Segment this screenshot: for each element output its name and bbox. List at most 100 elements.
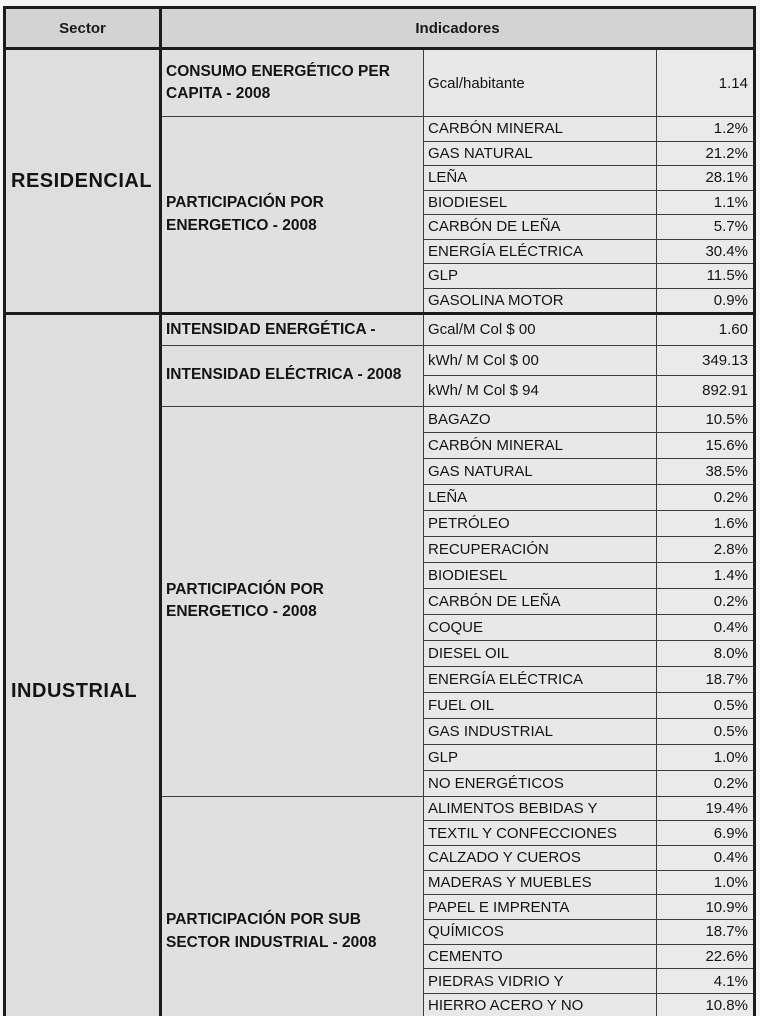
indicator-name-cell: GAS INDUSTRIAL <box>423 717 657 745</box>
indicator-name-cell: ENERGÍA ELÉCTRICA <box>423 238 657 264</box>
indicator-name-cell: RECUPERACIÓN <box>423 535 657 563</box>
indicator-name-cell: BAGAZO <box>423 405 657 433</box>
table-row: PARTICIPACIÓN POR SUB SECTOR INDUSTRIAL … <box>5 795 755 1016</box>
table-row: RECUPERACIÓN 2.8% <box>5 535 755 563</box>
indicator-value-cell: 2.8% <box>656 535 755 563</box>
table-row: TEXTIL Y CONFECCIONES 6.9% <box>5 820 755 846</box>
indicator-value-cell: 1.6% <box>656 509 755 537</box>
indicator-value-cell: 6.9% <box>656 820 755 846</box>
indicator-value-cell: 5.7% <box>656 214 755 240</box>
indicator-value-cell: 10.9% <box>656 894 755 920</box>
indicator-name-cell: GAS NATURAL <box>423 457 657 485</box>
header-row: Sector Indicadores <box>4 7 755 50</box>
table-row: INDUSTRIAL INTENSIDAD ENERGÉTICA - Gcal/M … <box>4 311 755 1016</box>
table-row: PARTICIPACIÓN POR ENERGETICO - 2008 CARBÓ… <box>5 116 755 314</box>
indicator-group-cell: PARTICIPACIÓN POR SUB SECTOR INDUSTRIAL … <box>160 795 424 1016</box>
sector-cell: RESIDENCIAL <box>4 48 162 314</box>
indicator-name-cell: BIODIESEL <box>423 561 657 589</box>
indicator-name-cell: MADERAS Y MUEBLES <box>423 869 657 896</box>
indicator-name-cell: CALZADO Y CUEROS <box>423 844 657 871</box>
indicator-name-cell: PIEDRAS VIDRIO Y <box>423 968 657 994</box>
table-row: CARBÓN MINERAL 15.6% <box>5 431 755 459</box>
table-row: PETRÓLEO 1.6% <box>5 509 755 537</box>
indicator-name-cell: CEMENTO <box>423 943 657 970</box>
sector-column-header: Sector <box>4 7 162 50</box>
indicator-value-cell: 1.4% <box>656 561 755 589</box>
indicator-value-cell: 1.14 <box>656 48 755 117</box>
indicator-value-cell: 0.9% <box>656 287 755 314</box>
indicator-name-cell: CARBÓN MINERAL <box>423 431 657 459</box>
indicator-name-cell: PAPEL E IMPRENTA <box>423 894 657 920</box>
indicator-name-cell: LEÑA <box>423 165 657 191</box>
indicator-name-cell: CARBÓN DE LEÑA <box>423 587 657 615</box>
indicator-name-cell: Gcal/habitante <box>423 48 657 117</box>
indicator-value-cell: 349.13 <box>656 344 755 376</box>
indicator-group-cell: INTENSIDAD ENERGÉTICA - <box>160 312 424 346</box>
table-row: ENERGÍA ELÉCTRICA 18.7% <box>5 665 755 693</box>
indicator-value-cell: 1.0% <box>656 869 755 896</box>
indicator-value-cell: 28.1% <box>656 165 755 191</box>
table-row: CARBÓN DE LEÑA 5.7% <box>5 214 755 240</box>
indicator-name-cell: GLP <box>423 743 657 771</box>
indicator-name-cell: kWh/ M Col $ 00 <box>423 344 657 376</box>
table-row: RESIDENCIAL CONSUMO ENERGÉTICO PER CAPITA… <box>4 48 755 314</box>
indicator-group-cell: INTENSIDAD ELÉCTRICA - 2008 <box>160 344 424 407</box>
table-row: COQUE 0.4% <box>5 613 755 641</box>
table-row: CARBÓN DE LEÑA 0.2% <box>5 587 755 615</box>
indicator-value-cell: 21.2% <box>656 140 755 166</box>
energy-indicators-table: Sector Indicadores RESIDENCIAL CONSUMO EN… <box>3 6 756 1016</box>
table-row: GAS NATURAL 21.2% <box>5 140 755 166</box>
indicator-value-cell: 11.5% <box>656 263 755 289</box>
indicator-value-cell: 38.5% <box>656 457 755 485</box>
table-row: GAS NATURAL 38.5% <box>5 457 755 485</box>
indicator-value-cell: 4.1% <box>656 968 755 994</box>
indicator-value-cell: 0.2% <box>656 769 755 797</box>
indicator-value-cell: 1.1% <box>656 189 755 215</box>
indicator-value-cell: 18.7% <box>656 665 755 693</box>
indicator-name-cell: PETRÓLEO <box>423 509 657 537</box>
indicator-value-cell: 1.0% <box>656 743 755 771</box>
table-body: RESIDENCIAL CONSUMO ENERGÉTICO PER CAPITA… <box>4 48 755 1016</box>
table-row: PARTICIPACIÓN POR ENERGETICO - 2008 BAGAZ… <box>5 405 755 797</box>
indicator-value-cell: 10.8% <box>656 993 755 1016</box>
indicator-group-cell: PARTICIPACIÓN POR ENERGETICO - 2008 <box>160 116 424 314</box>
indicator-value-cell: 8.0% <box>656 639 755 667</box>
indicadores-column-header: Indicadores <box>160 7 755 50</box>
indicator-name-cell: GASOLINA MOTOR <box>423 287 657 314</box>
indicator-value-cell: 1.2% <box>656 116 755 142</box>
indicator-value-cell: 892.91 <box>656 375 755 407</box>
indicator-name-cell: LEÑA <box>423 483 657 511</box>
table-row: kWh/ M Col $ 94 892.91 <box>5 375 755 407</box>
indicator-name-cell: FUEL OIL <box>423 691 657 719</box>
table-row: DIESEL OIL 8.0% <box>5 639 755 667</box>
indicator-value-cell: 30.4% <box>656 238 755 264</box>
indicator-name-cell: COQUE <box>423 613 657 641</box>
indicator-name-cell: CARBÓN DE LEÑA <box>423 214 657 240</box>
indicator-name-cell: NO ENERGÉTICOS <box>423 769 657 797</box>
indicator-name-cell: TEXTIL Y CONFECCIONES <box>423 820 657 846</box>
indicator-name-cell: QUÍMICOS <box>423 918 657 945</box>
indicator-value-cell: 0.2% <box>656 483 755 511</box>
indicator-name-cell: ENERGÍA ELÉCTRICA <box>423 665 657 693</box>
indicator-name-cell: ALIMENTOS BEBIDAS Y <box>423 795 657 822</box>
indicator-name-cell: BIODIESEL <box>423 189 657 215</box>
indicator-name-cell: GLP <box>423 263 657 289</box>
table-row: INTENSIDAD ELÉCTRICA - 2008 kWh/ M Col $ … <box>5 344 755 407</box>
indicator-name-cell: HIERRO ACERO Y NO <box>423 993 657 1016</box>
table-row: NO ENERGÉTICOS 0.2% <box>5 769 755 797</box>
indicator-value-cell: 0.4% <box>656 844 755 871</box>
indicator-value-cell: 10.5% <box>656 405 755 433</box>
indicator-value-cell: 0.5% <box>656 691 755 719</box>
indicator-value-cell: 0.5% <box>656 717 755 745</box>
indicator-group-cell: CONSUMO ENERGÉTICO PER CAPITA - 2008 <box>160 48 424 117</box>
table-row: GASOLINA MOTOR 0.9% <box>5 287 755 314</box>
indicator-name-cell: Gcal/M Col $ 00 <box>423 312 657 346</box>
indicator-name-cell: GAS NATURAL <box>423 140 657 166</box>
table-row: QUÍMICOS 18.7% <box>5 918 755 945</box>
indicator-value-cell: 1.60 <box>656 312 755 346</box>
table-row: PIEDRAS VIDRIO Y 4.1% <box>5 968 755 994</box>
indicator-name-cell: CARBÓN MINERAL <box>423 116 657 142</box>
table-row: LEÑA 0.2% <box>5 483 755 511</box>
indicator-value-cell: 19.4% <box>656 795 755 822</box>
